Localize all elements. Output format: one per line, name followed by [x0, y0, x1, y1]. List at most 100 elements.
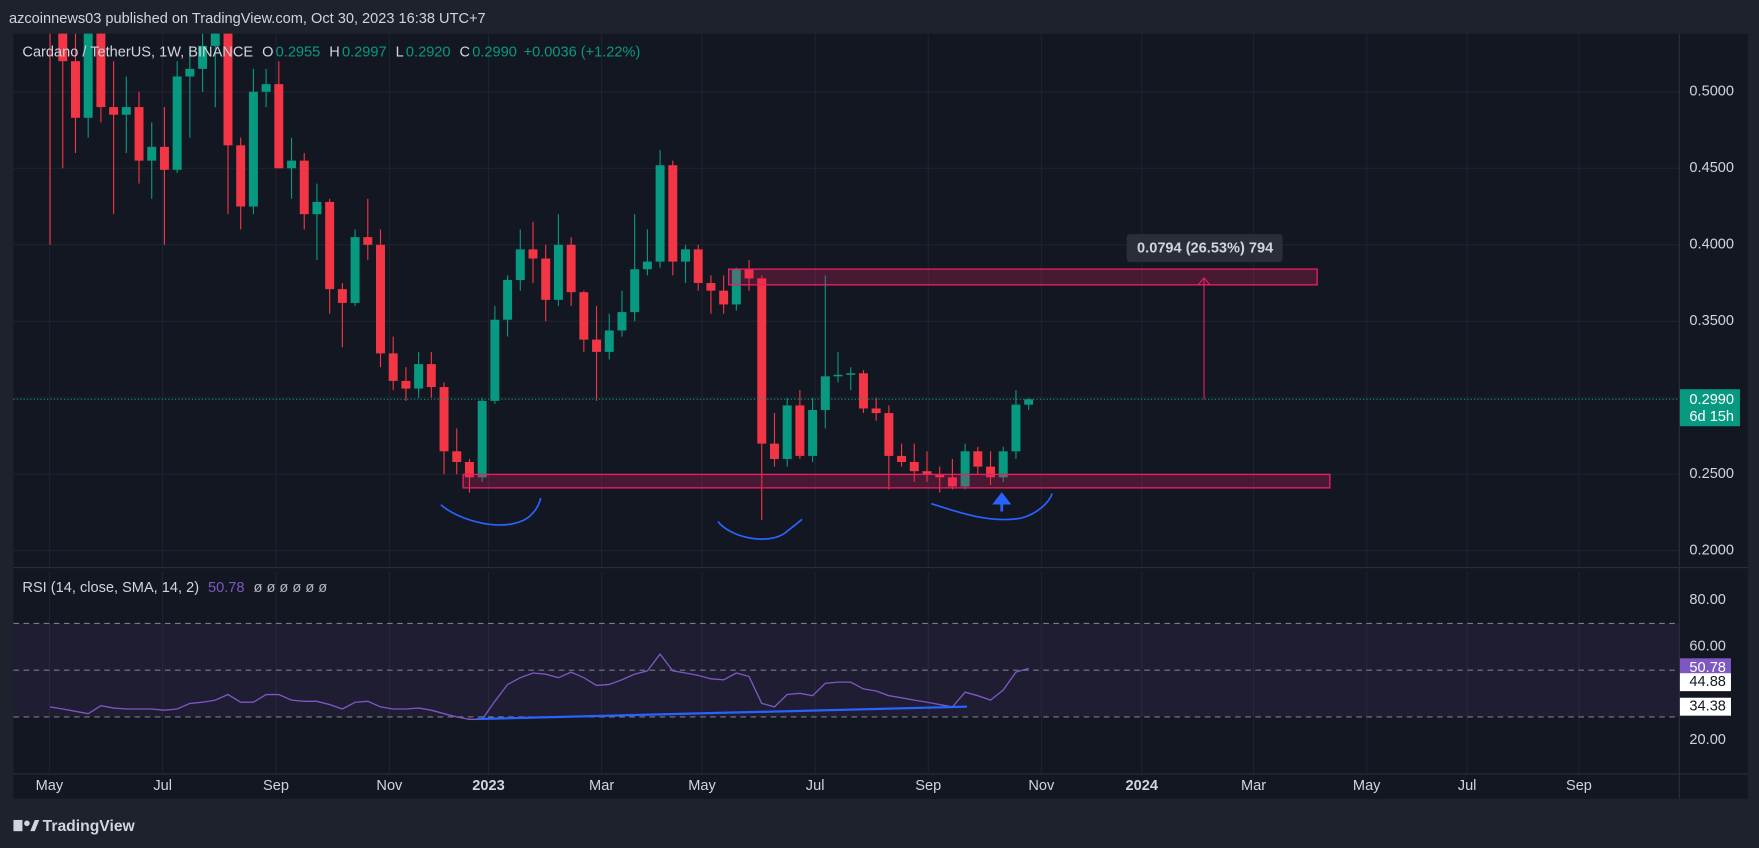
y-tick-label: 60.00: [1689, 639, 1725, 655]
x-tick-label: 2023: [472, 778, 504, 794]
candle-body: [820, 376, 830, 410]
legend-value: 0.2920: [406, 45, 451, 61]
candle-body: [566, 244, 576, 293]
candle-body: [935, 474, 945, 478]
candle-body: [210, 33, 220, 46]
x-tick-label: Jul: [806, 778, 825, 794]
candle-body: [668, 165, 678, 262]
logo-part: [24, 820, 30, 827]
candle-body: [655, 165, 665, 262]
candle-body: [757, 278, 767, 444]
last-price-label: 0.2990: [1689, 392, 1734, 408]
candle-body: [744, 269, 754, 279]
symbol: Cardano / TetherUS, 1W, BINANCE: [22, 45, 253, 61]
y-tick-label: 20.00: [1689, 732, 1725, 748]
candle-body: [261, 84, 271, 92]
header: azcoinnews03 published on TradingView.co…: [9, 11, 486, 27]
rsi-pane: [13, 622, 1680, 720]
measure-box: [1126, 234, 1283, 263]
x-tick-label: May: [1353, 778, 1381, 794]
candle-body: [58, 33, 68, 62]
candle-body: [274, 84, 284, 169]
candle-body: [96, 33, 106, 108]
axes: May Jul Sep Nov 2023 Mar May Jul Sep Nov 2024 Mar Ma…: [36, 84, 1740, 794]
x-tick-label: May: [36, 778, 64, 794]
candle-body: [642, 261, 652, 270]
marker-tag: [1679, 673, 1731, 692]
x-tick-label: Mar: [1241, 778, 1266, 794]
candle-body: [236, 145, 246, 207]
y-tick-label: 0.2000: [1689, 543, 1734, 559]
candle-body: [858, 373, 868, 409]
candle-body: [70, 61, 80, 118]
candle-body: [986, 466, 996, 478]
candle-body: [909, 462, 919, 472]
candle-body: [630, 269, 640, 313]
x-tick-label: Sep: [1566, 778, 1592, 794]
legend-value: 0.2990: [472, 45, 517, 61]
candle-body: [109, 107, 119, 115]
legend-key: O: [262, 45, 273, 61]
legend-change: +0.0036 (+1.22%): [524, 45, 641, 61]
candle-body: [617, 312, 627, 331]
candle-body: [719, 290, 729, 305]
y-tick-label: 0.5000: [1689, 84, 1734, 100]
candle-body: [1024, 399, 1034, 405]
candle-body: [833, 374, 843, 377]
marker-label: 34.38: [1689, 699, 1725, 715]
candle-body: [401, 380, 411, 389]
candle-body: [414, 364, 424, 389]
candle-body: [159, 146, 169, 170]
footer: TradingView: [43, 818, 136, 835]
curve: [440, 497, 542, 526]
candle-body: [350, 237, 360, 303]
candle-body: [871, 408, 881, 414]
logo-part: [30, 819, 40, 832]
candle-body: [172, 76, 182, 170]
candle-body: [922, 471, 932, 475]
candle-body: [795, 405, 805, 456]
candle-body: [312, 201, 322, 215]
legend-key: L: [396, 45, 404, 61]
candle-body: [299, 160, 309, 215]
candle-body: [528, 249, 538, 259]
y-tick-label: 0.4500: [1689, 160, 1734, 176]
candle-body: [706, 283, 716, 291]
candle-body: [503, 279, 513, 320]
candle-body: [452, 451, 462, 463]
logo-part: [13, 819, 23, 832]
rsi-flags: ø ø ø ø ø ø: [254, 580, 328, 596]
candle-body: [592, 339, 602, 352]
candle-body: [541, 258, 551, 300]
legend-key: C: [460, 45, 471, 61]
candle-body: [388, 353, 398, 381]
candle-body: [337, 289, 347, 303]
rsi-line: [49, 652, 1029, 720]
candle-body: [846, 373, 856, 375]
candle-body: [223, 33, 233, 146]
x-tick-label: Sep: [915, 778, 941, 794]
last-price-tag: [1679, 389, 1740, 427]
measure-label: 0.0794 (26.53%) 794: [1137, 240, 1274, 256]
candle-body: [134, 107, 144, 161]
rsi-trendline: [476, 705, 968, 721]
candle-body: [515, 249, 525, 280]
candle-body: [973, 451, 983, 467]
candle-body: [604, 330, 614, 352]
candle-body: [731, 269, 741, 305]
legend-key: H: [329, 45, 340, 61]
candle-body: [553, 244, 563, 300]
candle-body: [769, 443, 779, 459]
candle-body: [490, 319, 500, 401]
candle-body: [808, 409, 818, 456]
measure-arrow: [1197, 276, 1211, 285]
candle-body: [147, 146, 157, 161]
candle-body: [693, 249, 703, 284]
candle-body: [464, 462, 474, 478]
candle-body: [325, 201, 335, 290]
candle-body: [947, 477, 957, 487]
rsi-legend: RSI (14, close, SMA, 14, 2) 50.78 ø ø ø ø …: [22, 580, 327, 596]
candle-body: [998, 451, 1008, 478]
countdown: 6d 15h: [1689, 409, 1734, 425]
candle-body: [439, 387, 449, 452]
